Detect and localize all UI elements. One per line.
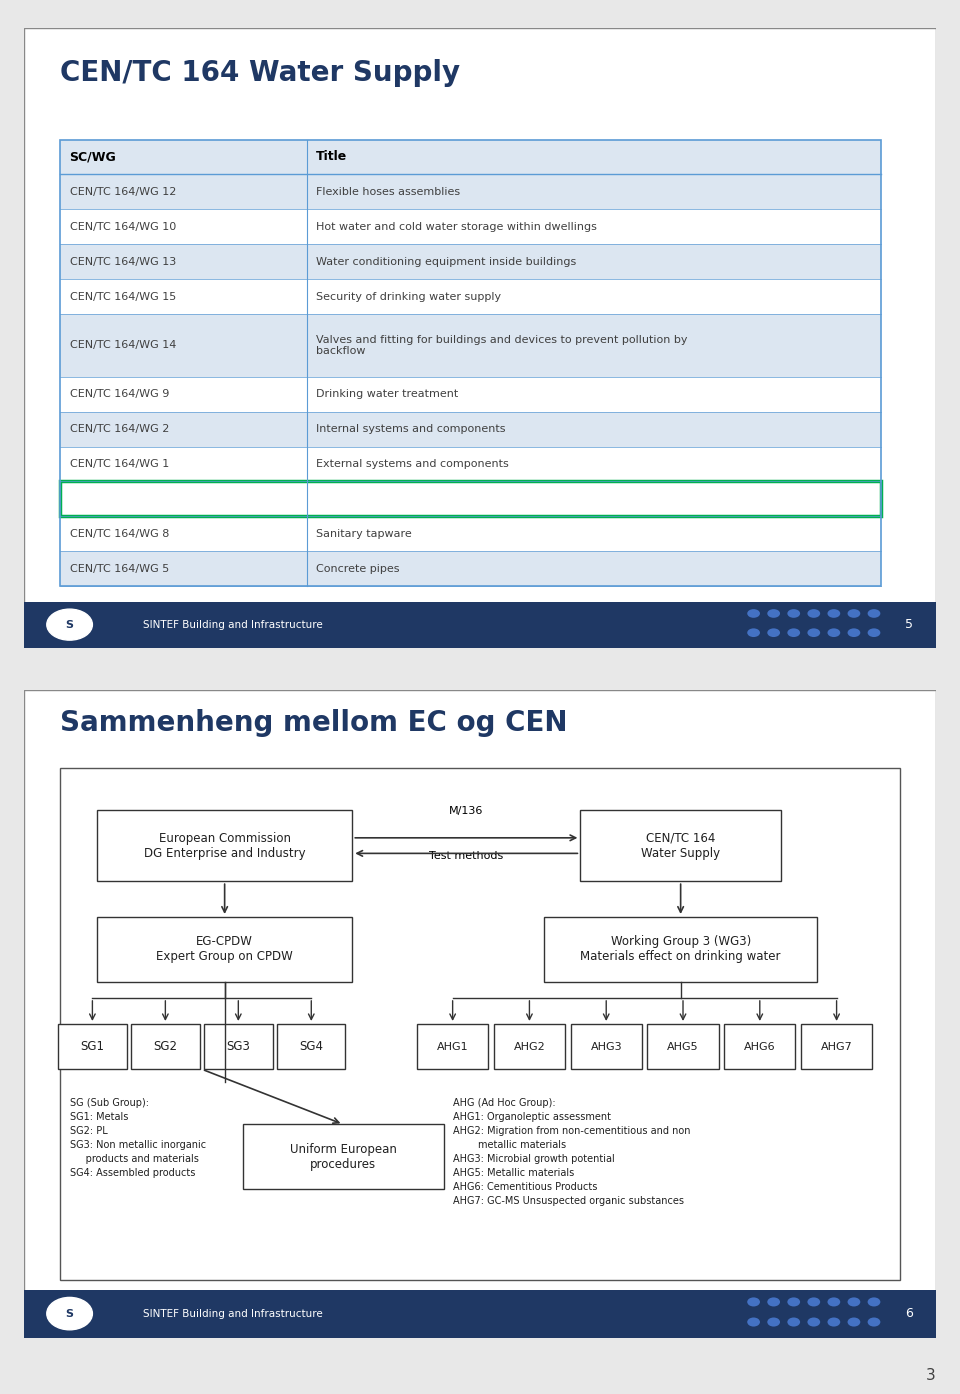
Text: Uniform European
procedures: Uniform European procedures — [290, 1143, 396, 1171]
Bar — [277, 1023, 346, 1069]
Bar — [243, 1125, 444, 1189]
Circle shape — [807, 609, 820, 618]
Bar — [60, 411, 881, 446]
Circle shape — [47, 1298, 92, 1330]
Bar — [24, 1289, 936, 1338]
Text: Effects of materials in contact with drinking water: Effects of materials in contact with dri… — [316, 493, 595, 505]
Text: CEN/TC 164/WG 13: CEN/TC 164/WG 13 — [69, 256, 176, 266]
Circle shape — [807, 1298, 820, 1306]
Text: 6: 6 — [905, 1308, 913, 1320]
Circle shape — [868, 609, 880, 618]
Text: 3: 3 — [926, 1368, 936, 1383]
Text: Concrete pipes: Concrete pipes — [316, 563, 399, 574]
Text: CEN/TC 164/WG 9: CEN/TC 164/WG 9 — [69, 389, 169, 399]
Bar — [60, 481, 881, 516]
Bar — [60, 446, 881, 481]
Bar — [60, 516, 881, 551]
Circle shape — [828, 1317, 840, 1327]
Bar — [417, 1023, 489, 1069]
Circle shape — [848, 1317, 860, 1327]
Bar — [60, 314, 881, 376]
Text: 5: 5 — [905, 618, 913, 631]
Text: SINTEF Building and Infrastructure: SINTEF Building and Infrastructure — [142, 1309, 323, 1319]
Text: Drinking water treatment: Drinking water treatment — [316, 389, 458, 399]
Circle shape — [848, 1298, 860, 1306]
Bar — [60, 244, 881, 279]
Text: SG (Sub Group):
SG1: Metals
SG2: PL
SG3: Non metallic inorganic
     products an: SG (Sub Group): SG1: Metals SG2: PL SG3:… — [69, 1098, 205, 1178]
Circle shape — [787, 1298, 800, 1306]
Text: Title: Title — [316, 151, 348, 163]
Bar — [60, 768, 900, 1280]
Circle shape — [767, 629, 780, 637]
Bar — [60, 279, 881, 314]
Bar — [97, 917, 352, 981]
Circle shape — [868, 1317, 880, 1327]
Text: SG2: SG2 — [154, 1040, 178, 1052]
Bar — [60, 174, 881, 209]
Bar — [580, 810, 780, 881]
Text: SG1: SG1 — [81, 1040, 105, 1052]
Text: EG-CPDW
Expert Group on CPDW: EG-CPDW Expert Group on CPDW — [156, 935, 293, 963]
Text: Security of drinking water supply: Security of drinking water supply — [316, 291, 501, 301]
Text: Sammenheng mellom EC og CEN: Sammenheng mellom EC og CEN — [60, 710, 568, 737]
Text: AHG1: AHG1 — [437, 1041, 468, 1051]
Circle shape — [828, 1298, 840, 1306]
Bar — [24, 602, 936, 648]
Text: AHG6: AHG6 — [744, 1041, 776, 1051]
Text: Flexible hoses assemblies: Flexible hoses assemblies — [316, 187, 460, 197]
Circle shape — [848, 629, 860, 637]
Circle shape — [747, 1298, 760, 1306]
Text: Working Group 3 (WG3)
Materials effect on drinking water: Working Group 3 (WG3) Materials effect o… — [581, 935, 780, 963]
Bar — [60, 376, 881, 411]
Text: S: S — [65, 620, 74, 630]
Text: Water conditioning equipment inside buildings: Water conditioning equipment inside buil… — [316, 256, 576, 266]
Bar — [724, 1023, 796, 1069]
Bar — [97, 810, 352, 881]
Text: External systems and components: External systems and components — [316, 459, 509, 468]
Text: M/136: M/136 — [449, 807, 484, 817]
Text: AHG3: AHG3 — [590, 1041, 622, 1051]
Text: AHG (Ad Hoc Group):
AHG1: Organoleptic assessment
AHG2: Migration from non-cemen: AHG (Ad Hoc Group): AHG1: Organoleptic a… — [453, 1098, 690, 1206]
Text: CEN/TC 164/WG 5: CEN/TC 164/WG 5 — [69, 563, 169, 574]
Bar — [60, 209, 881, 244]
Text: Hot water and cold water storage within dwellings: Hot water and cold water storage within … — [316, 222, 597, 231]
Bar — [570, 1023, 642, 1069]
Bar — [132, 1023, 200, 1069]
Circle shape — [767, 609, 780, 618]
Circle shape — [767, 1298, 780, 1306]
Circle shape — [828, 609, 840, 618]
Bar — [59, 1023, 127, 1069]
Bar — [801, 1023, 873, 1069]
Text: CEN/TC 164
Water Supply: CEN/TC 164 Water Supply — [641, 832, 720, 860]
Circle shape — [787, 609, 800, 618]
Bar — [204, 1023, 273, 1069]
Text: CEN/TC 164 Water Supply: CEN/TC 164 Water Supply — [60, 59, 461, 86]
Circle shape — [747, 1317, 760, 1327]
Text: CEN/TC 164/WG 3: CEN/TC 164/WG 3 — [69, 493, 169, 505]
Text: CEN/TC 164/WG 10: CEN/TC 164/WG 10 — [69, 222, 176, 231]
Circle shape — [47, 609, 92, 640]
Bar — [647, 1023, 719, 1069]
Circle shape — [868, 629, 880, 637]
Circle shape — [848, 609, 860, 618]
Circle shape — [868, 1298, 880, 1306]
Text: CEN/TC 164/WG 14: CEN/TC 164/WG 14 — [69, 340, 176, 350]
Text: Valves and fitting for buildings and devices to prevent pollution by
backflow: Valves and fitting for buildings and dev… — [316, 335, 687, 357]
Text: CEN/TC 164/WG 1: CEN/TC 164/WG 1 — [69, 459, 169, 468]
Text: AHG2: AHG2 — [514, 1041, 545, 1051]
Text: S: S — [65, 1309, 74, 1319]
Text: CEN/TC 164/WG 12: CEN/TC 164/WG 12 — [69, 187, 176, 197]
Bar — [60, 551, 881, 585]
Circle shape — [787, 1317, 800, 1327]
Circle shape — [747, 629, 760, 637]
Text: SG4: SG4 — [300, 1040, 324, 1052]
Text: Internal systems and components: Internal systems and components — [316, 424, 505, 434]
Text: Sanitary tapware: Sanitary tapware — [316, 528, 412, 539]
Text: SG3: SG3 — [227, 1040, 251, 1052]
Text: SC/WG: SC/WG — [69, 151, 116, 163]
Bar — [543, 917, 817, 981]
Circle shape — [787, 629, 800, 637]
Text: CEN/TC 164/WG 15: CEN/TC 164/WG 15 — [69, 291, 176, 301]
Circle shape — [807, 1317, 820, 1327]
Text: SINTEF Building and Infrastructure: SINTEF Building and Infrastructure — [142, 620, 323, 630]
